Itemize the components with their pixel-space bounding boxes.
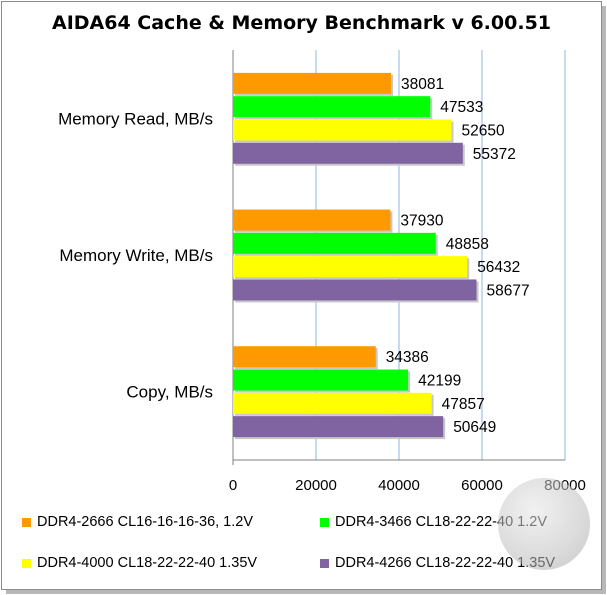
bar bbox=[233, 96, 431, 118]
bar bbox=[233, 72, 392, 94]
x-tick-label: 40000 bbox=[378, 477, 420, 494]
data-label: 34386 bbox=[386, 349, 429, 366]
category-label: Memory Write, MB/s bbox=[59, 246, 213, 265]
data-label: 52650 bbox=[461, 122, 504, 139]
legend-label: DDR4-3466 CL18-22-22-40 1.2V bbox=[335, 514, 547, 530]
data-label: 58677 bbox=[487, 282, 530, 299]
data-label: 47533 bbox=[440, 99, 483, 116]
bar bbox=[233, 209, 391, 231]
data-label: 55372 bbox=[473, 146, 516, 163]
category-label: Memory Read, MB/s bbox=[58, 109, 213, 128]
legend-label: DDR4-2666 CL16-16-16-36, 1.2V bbox=[37, 514, 254, 530]
legend-swatch bbox=[22, 517, 31, 527]
category-label: Copy, MB/s bbox=[126, 383, 213, 402]
bar bbox=[233, 369, 409, 391]
bar bbox=[233, 119, 452, 141]
data-label: 48858 bbox=[446, 236, 489, 253]
bar bbox=[233, 279, 477, 301]
bar bbox=[233, 392, 432, 414]
bar bbox=[233, 232, 436, 254]
legend-label: DDR4-4266 CL18-22-22-40 1.35V bbox=[335, 555, 556, 571]
data-label: 37930 bbox=[400, 213, 443, 230]
bar bbox=[233, 346, 376, 368]
bar bbox=[233, 256, 468, 278]
legend-label: DDR4-4000 CL18-22-22-40 1.35V bbox=[37, 555, 258, 571]
data-label: 38081 bbox=[401, 76, 444, 93]
chart-title: AIDA64 Cache & Memory Benchmark v 6.00.5… bbox=[51, 12, 552, 34]
legend-item: DDR4-3466 CL18-22-22-40 1.2V bbox=[320, 512, 547, 532]
legend-item: DDR4-4000 CL18-22-22-40 1.35V bbox=[22, 553, 257, 573]
legend-swatch bbox=[22, 558, 31, 568]
legend-item: DDR4-2666 CL16-16-16-36, 1.2V bbox=[22, 512, 253, 532]
x-tick-label: 20000 bbox=[295, 477, 337, 494]
legend-swatch bbox=[320, 558, 329, 568]
legend-item: DDR4-4266 CL18-22-22-40 1.35V bbox=[320, 553, 555, 573]
bar bbox=[233, 142, 463, 164]
legend-swatch bbox=[320, 517, 329, 527]
data-label: 50649 bbox=[453, 419, 496, 436]
bar bbox=[233, 416, 444, 438]
data-label: 56432 bbox=[477, 259, 520, 276]
data-label: 42199 bbox=[418, 373, 461, 390]
x-tick-label: 0 bbox=[229, 477, 237, 494]
frame-shadow-right bbox=[602, 6, 606, 592]
data-label: 47857 bbox=[442, 396, 485, 413]
watermark-logo bbox=[498, 478, 590, 570]
x-tick-label: 60000 bbox=[461, 477, 503, 494]
frame-shadow-bottom bbox=[6, 590, 606, 594]
